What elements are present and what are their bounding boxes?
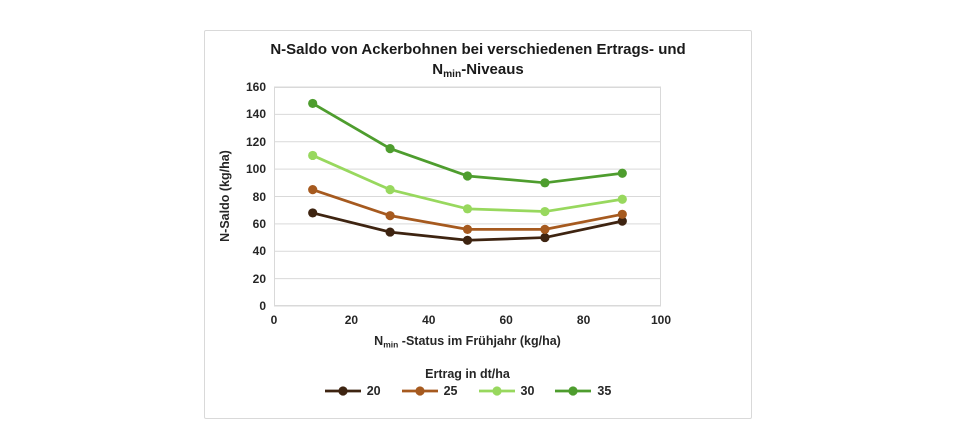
data-point-35-x10 (308, 98, 318, 109)
data-point-25-x50 (462, 224, 473, 234)
data-point-20-x50 (462, 235, 473, 245)
legend-label-25: 25 (443, 384, 458, 398)
legend-marker-icon-35 (555, 386, 592, 396)
data-point-35-x90 (617, 168, 627, 178)
legend-label-35: 35 (597, 384, 612, 398)
x-axis-title: Nmin -Status im Frühjahr (kg/ha) (374, 334, 561, 350)
data-point-30-x10 (308, 150, 318, 161)
series-line-30 (311, 154, 624, 213)
data-point-20-x10 (308, 208, 318, 218)
data-point-30-x90 (617, 194, 627, 204)
x-tick-label-20: 20 (344, 313, 359, 327)
chart-title-line1: N-Saldo von Ackerbohnen bei verschiedene… (270, 41, 686, 58)
data-point-30-x70 (540, 206, 550, 217)
legend-marker-icon-30 (478, 386, 515, 396)
y-tick-label-0: 0 (259, 299, 266, 313)
y-tick-label-60: 60 (252, 216, 266, 231)
legend-marker-icon-25 (401, 386, 438, 396)
legend-label-20: 20 (366, 384, 381, 398)
data-point-35-x50 (462, 171, 473, 181)
x-tick-label-80: 80 (576, 313, 591, 327)
data-point-25-x70 (540, 224, 550, 234)
y-tick-label-160: 160 (245, 80, 266, 94)
plot-area (274, 86, 661, 307)
data-point-30-x50 (462, 204, 473, 214)
data-point-35-x70 (540, 178, 550, 188)
data-point-25-x10 (308, 185, 318, 195)
chart-title: N-Saldo von Ackerbohnen bei verschiedene… (205, 40, 751, 85)
x-tick-label-60: 60 (499, 313, 513, 327)
y-tick-label-40: 40 (252, 244, 266, 259)
legend-entry-30: 30 (478, 384, 535, 398)
data-point-25-x30 (385, 211, 395, 221)
legend-marker-icon-20 (324, 386, 361, 396)
x-tick-label-0: 0 (270, 313, 278, 327)
y-tick-label-140: 140 (245, 107, 266, 122)
data-point-20-x30 (385, 227, 395, 237)
legend-dot-25 (414, 386, 425, 396)
legend-entry-35: 35 (554, 384, 611, 398)
x-tick-label-40: 40 (422, 313, 436, 327)
legend-entries: 20 25 30 35 (244, 384, 691, 398)
legend-title: Ertrag in dt/ha (425, 367, 510, 381)
data-point-25-x90 (617, 209, 627, 219)
data-point-35-x30 (385, 143, 395, 154)
data-point-30-x30 (385, 185, 395, 195)
x-tick-label-100: 100 (650, 313, 672, 327)
legend-entry-20: 20 (324, 384, 381, 398)
legend-dot-30 (491, 386, 502, 396)
y-tick-label-100: 100 (245, 162, 266, 177)
data-point-20-x70 (540, 232, 550, 243)
chart-container: N-Saldo von Ackerbohnen bei verschiedene… (204, 30, 752, 419)
legend-dot-20 (338, 386, 348, 396)
y-tick-label-80: 80 (252, 189, 266, 204)
data-point-20-x90 (617, 216, 627, 226)
series-line-35 (311, 102, 624, 185)
legend-label-30: 30 (520, 384, 535, 398)
y-tick-label-120: 120 (245, 134, 266, 149)
chart-title-line2: Nmin-Niveaus (432, 61, 524, 81)
legend-entry-25: 25 (401, 384, 458, 398)
legend-dot-35 (568, 386, 579, 396)
plot-svg (274, 86, 661, 307)
plot-border (274, 87, 661, 306)
y-tick-label-20: 20 (252, 271, 266, 286)
legend: Ertrag in dt/ha 20 25 30 35 (244, 367, 691, 398)
